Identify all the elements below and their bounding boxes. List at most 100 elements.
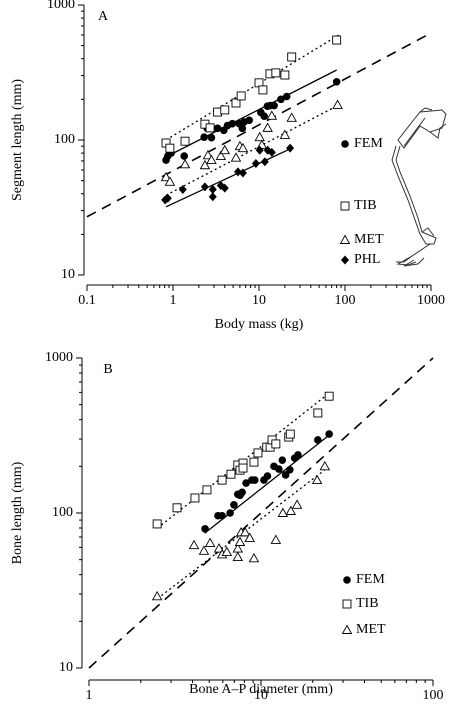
point: [245, 116, 254, 125]
point: [217, 475, 227, 485]
point: [236, 91, 246, 101]
point: [220, 183, 229, 193]
point: [253, 448, 263, 458]
point: [151, 590, 163, 601]
point: [260, 157, 269, 167]
point: [190, 493, 200, 503]
x-tick-label: 0.1: [78, 293, 96, 308]
legend-label: MET: [356, 622, 386, 637]
point: [244, 532, 256, 542]
point: [163, 193, 172, 203]
point: [180, 136, 190, 146]
legend-label: FEM: [354, 136, 383, 151]
point: [234, 536, 246, 546]
y-tick-label: 1000: [47, 0, 75, 12]
y-tick-label: 1000: [45, 350, 73, 365]
point: [226, 469, 236, 479]
x-tick-label: 1: [86, 688, 93, 703]
x-tick-label: 100: [335, 293, 356, 308]
point: [263, 472, 272, 480]
skeleton-icon: [391, 107, 447, 267]
legend-marker: [341, 624, 353, 634]
point: [267, 147, 276, 157]
point: [188, 539, 200, 550]
point: [271, 439, 281, 449]
point: [237, 142, 249, 153]
point: [219, 144, 231, 155]
fit-line: [165, 69, 337, 158]
point: [208, 184, 217, 194]
point: [201, 525, 209, 533]
point: [238, 488, 246, 497]
point: [238, 124, 247, 133]
point: [239, 526, 251, 537]
point: [319, 460, 331, 471]
point: [208, 192, 217, 202]
point: [282, 92, 291, 101]
point: [285, 429, 295, 439]
point: [213, 543, 225, 553]
fit-line: [157, 392, 330, 529]
point: [270, 101, 278, 110]
legend-marker: [339, 234, 351, 244]
reference-line: [88, 357, 434, 669]
point: [311, 474, 323, 485]
point: [205, 123, 215, 133]
point: [180, 152, 189, 160]
fit-line: [165, 147, 292, 208]
point: [260, 112, 269, 121]
point: [206, 154, 217, 165]
point: [202, 149, 214, 160]
legend-marker: [343, 576, 351, 584]
legend-label: FEM: [356, 572, 385, 587]
point: [204, 537, 216, 547]
point: [230, 500, 238, 509]
point: [160, 171, 172, 182]
point: [266, 110, 278, 120]
y-tick-label: 10: [59, 660, 73, 675]
panel-label: B: [103, 362, 112, 377]
point: [202, 485, 212, 495]
point: [179, 158, 191, 169]
point: [230, 152, 242, 162]
y-axis-label: Bone length (mm): [10, 461, 25, 564]
point: [220, 105, 230, 115]
point: [178, 184, 187, 194]
point: [262, 122, 273, 132]
point: [207, 133, 216, 142]
point: [200, 133, 208, 141]
point: [285, 505, 297, 515]
point: [164, 176, 176, 186]
point: [238, 463, 248, 473]
point: [221, 546, 233, 556]
point: [294, 451, 302, 459]
point: [258, 85, 268, 95]
legend-label: TIB: [356, 596, 379, 611]
point: [275, 465, 283, 473]
legend-marker: [340, 201, 350, 211]
point: [271, 68, 281, 78]
point: [231, 98, 241, 108]
legend-label: MET: [354, 232, 384, 247]
point: [286, 143, 295, 153]
point: [226, 509, 234, 517]
point: [250, 476, 259, 484]
point: [215, 150, 227, 161]
legend-label: PHL: [354, 252, 380, 267]
legend-marker: [342, 599, 352, 609]
point: [200, 182, 209, 192]
x-axis-label: Body mass (kg): [215, 317, 304, 332]
y-tick-label: 10: [61, 267, 75, 282]
point: [332, 99, 343, 109]
reference-line: [86, 32, 432, 218]
point: [248, 552, 260, 563]
point: [291, 499, 303, 509]
point: [314, 436, 322, 444]
x-tick-label: 1: [170, 293, 177, 308]
point: [279, 129, 291, 139]
point: [278, 456, 287, 465]
legend-marker: [341, 140, 349, 148]
point: [270, 534, 282, 544]
